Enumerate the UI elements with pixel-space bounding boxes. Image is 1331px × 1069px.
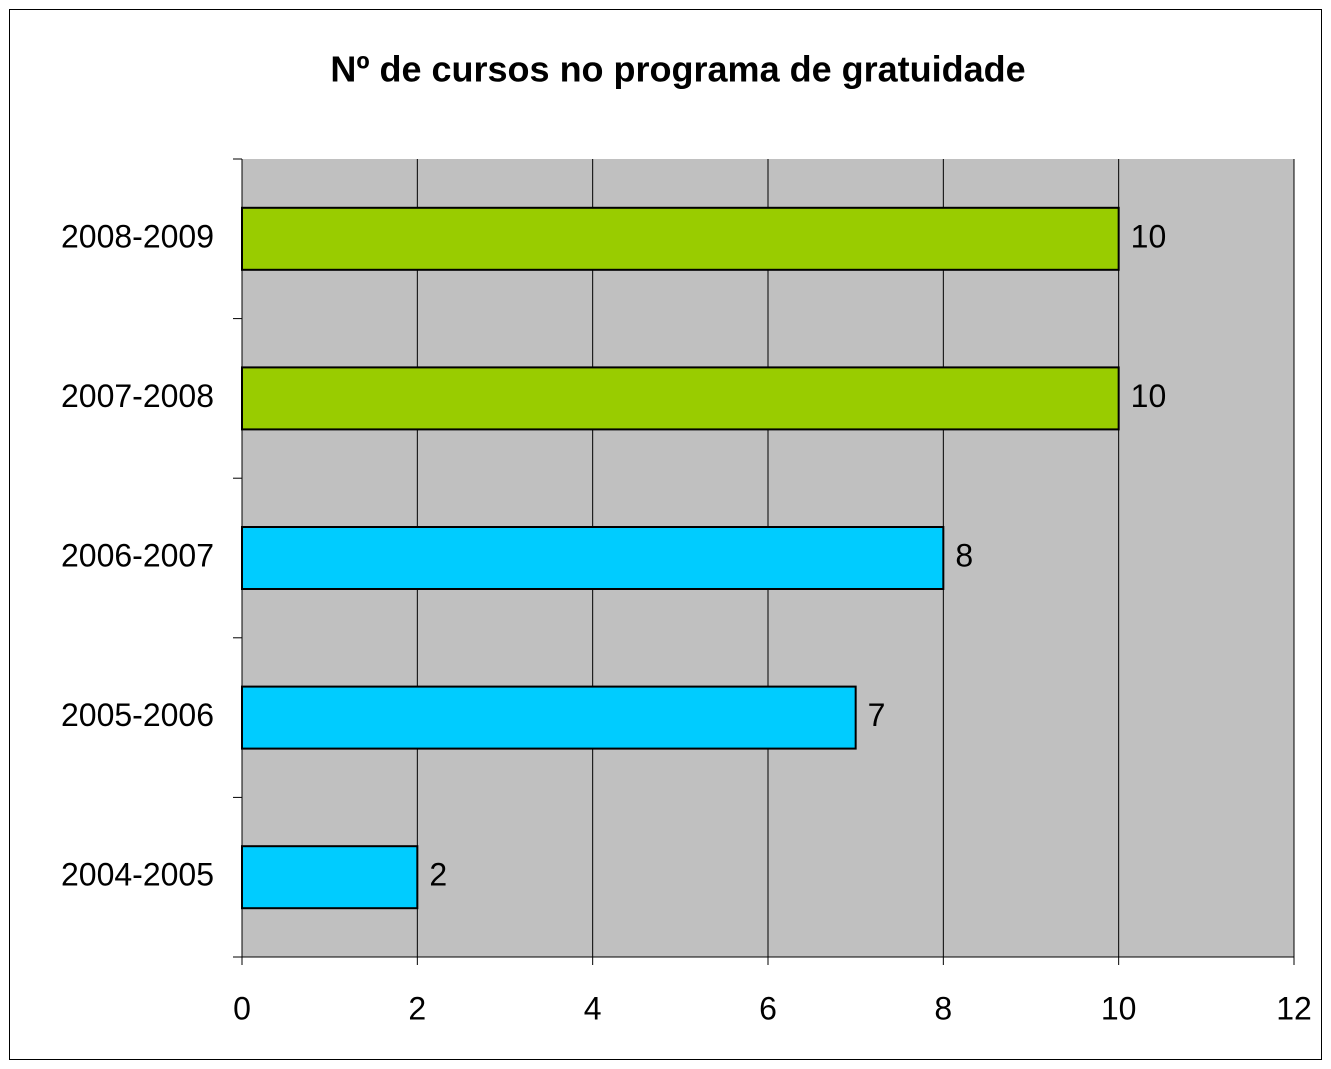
chart-title: Nº de cursos no programa de gratuidade [330,49,1025,90]
x-tick-label: 6 [759,990,777,1026]
data-label: 10 [1131,218,1167,254]
x-tick-label: 4 [584,990,602,1026]
bar [241,526,945,590]
x-tick-label: 2 [408,990,426,1026]
x-tick-label: 12 [1276,990,1312,1026]
bar [241,685,857,750]
y-tick-label: 2005-2006 [61,697,214,733]
y-tick-label: 2008-2009 [61,218,214,254]
bar [241,206,1120,271]
x-tick-label: 8 [934,990,952,1026]
y-tick-label: 2006-2007 [61,537,214,573]
y-tick-label: 2004-2005 [61,857,214,893]
data-label: 8 [955,537,973,573]
x-tick-label: 0 [233,990,251,1026]
data-label: 10 [1131,378,1167,414]
data-label: 7 [868,697,886,733]
bar [241,845,419,910]
y-tick-label: 2007-2008 [61,378,214,414]
data-label: 2 [429,857,447,893]
x-tick-label: 10 [1101,990,1137,1026]
bar [241,366,1120,431]
